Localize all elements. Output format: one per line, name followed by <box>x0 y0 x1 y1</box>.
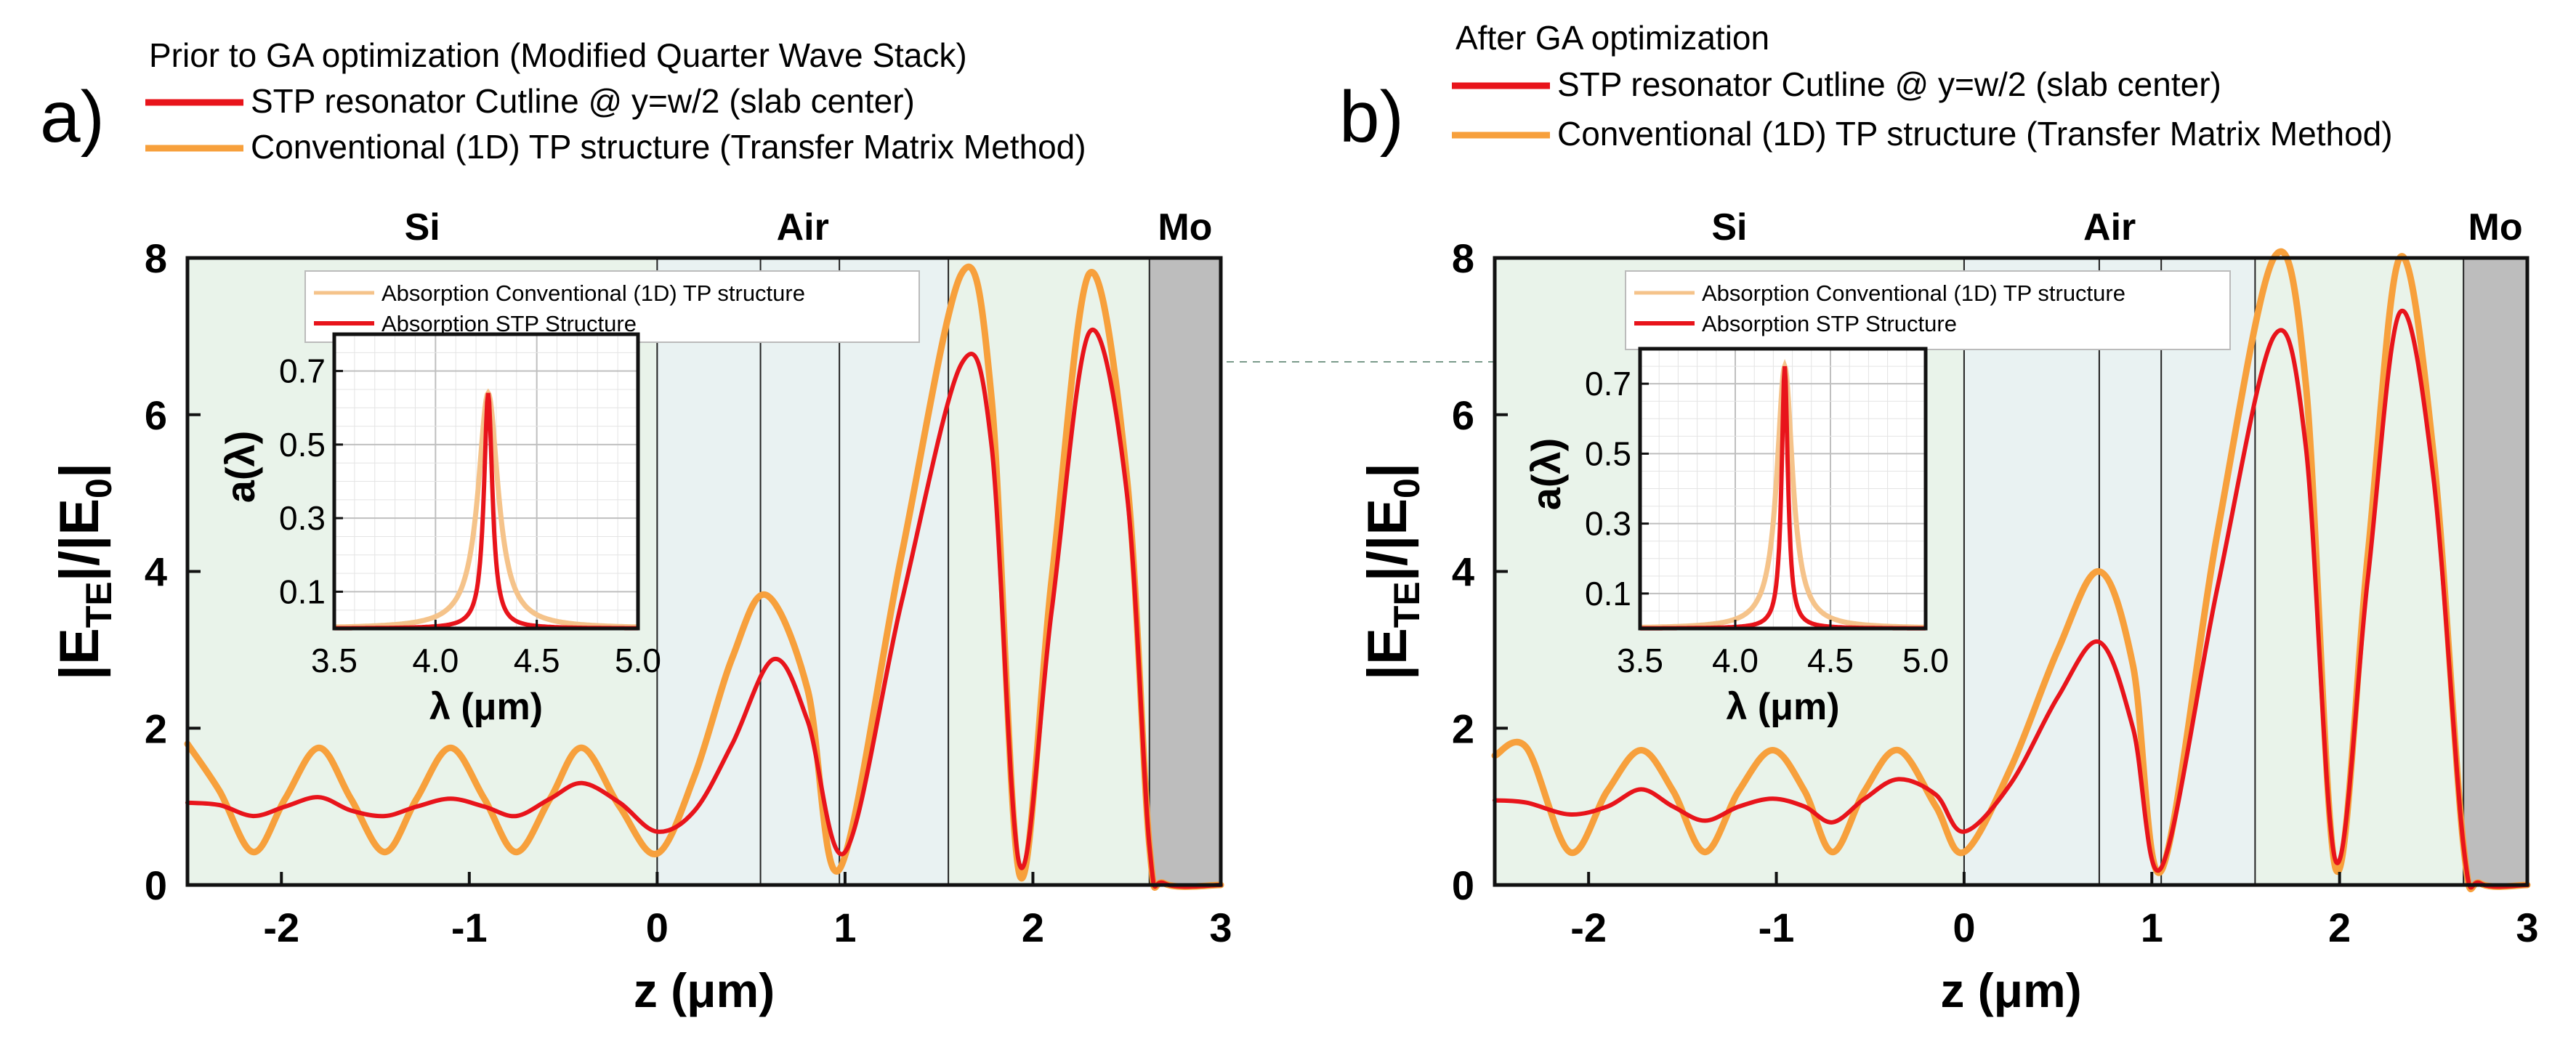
y-tick-label: 6 <box>145 392 167 438</box>
legend-entry-orange: Conventional (1D) TP structure (Transfer… <box>251 128 1086 166</box>
inset-y-tick-label: 0.1 <box>1585 575 1631 613</box>
region-mo <box>1149 258 1221 885</box>
legend-entry-red: STP resonator Cutline @ y=w/2 (slab cent… <box>251 82 915 120</box>
y-axis-label: |ETE|/|E0| <box>1357 463 1427 680</box>
inset-x-axis-label: λ (μm) <box>429 686 543 728</box>
inset-y-tick-label: 0.5 <box>1585 434 1631 472</box>
inset-y-axis-label: a(λ) <box>217 431 263 504</box>
inset-chart: Absorption Conventional (1D) TP structur… <box>1523 270 2231 728</box>
y-axis-label: |ETE|/|E0| <box>49 463 119 680</box>
region-label-mo: Mo <box>1158 206 1212 248</box>
inset-x-tick-label: 4.5 <box>1807 642 1854 679</box>
y-tick-label: 0 <box>145 862 167 908</box>
inset-x-tick-label: 4.5 <box>514 642 560 679</box>
inset-legend-entry: Absorption STP Structure <box>1702 311 1957 336</box>
y-tick-label: 4 <box>145 549 167 595</box>
inset-y-tick-label: 0.5 <box>279 426 326 464</box>
panel-label: b) <box>1339 76 1404 158</box>
inset-y-tick-label: 0.7 <box>279 352 326 390</box>
inset-y-tick-label: 0.3 <box>279 499 326 537</box>
x-tick-label: 1 <box>2141 905 2163 950</box>
x-tick-label: 1 <box>833 905 856 950</box>
x-tick-label: 3 <box>2516 905 2538 950</box>
y-tick-label: 8 <box>145 235 167 281</box>
inset-legend-entry: Absorption Conventional (1D) TP structur… <box>1702 280 2125 306</box>
y-tick-label: 2 <box>1452 706 1474 751</box>
region-mo <box>2463 258 2527 885</box>
inset-legend-entry: Absorption STP Structure <box>381 311 637 336</box>
region-label-si: Si <box>405 206 440 248</box>
series-line-red <box>185 328 1223 889</box>
x-tick-label: -2 <box>263 905 299 950</box>
inset-y-tick-label: 0.1 <box>279 573 326 610</box>
inset-legend-box <box>304 270 920 343</box>
inset-frame <box>332 332 640 631</box>
x-axis-label: z (μm) <box>634 963 775 1017</box>
x-tick-label: 0 <box>646 905 669 950</box>
inset-x-tick-label: 3.5 <box>1617 642 1663 679</box>
y-tick-label: 2 <box>145 706 167 751</box>
region-layer-2 <box>948 258 1150 885</box>
panel-a: a) Prior to GA optimization (Modified Qua… <box>40 36 1232 1017</box>
x-tick-label: 2 <box>1022 905 1044 950</box>
region-label-si: Si <box>1711 206 1747 248</box>
legend-entry-orange: Conventional (1D) TP structure (Transfer… <box>1557 115 2393 153</box>
y-tick-label: 6 <box>1452 392 1474 438</box>
inset-frame <box>1638 347 1928 631</box>
inset-legend-box <box>1625 270 2231 350</box>
inset-y-tick-label: 0.7 <box>1585 365 1631 403</box>
series-line-orange <box>184 263 1224 891</box>
inset-x-axis-label: λ (μm) <box>1726 686 1839 728</box>
region-label-air: Air <box>777 206 829 248</box>
inset-x-tick-label: 4.0 <box>1712 642 1759 679</box>
panel-b: b) After GA optimization STP resonator Cut… <box>1339 19 2539 1017</box>
legend-entry-red: STP resonator Cutline @ y=w/2 (slab cent… <box>1557 65 2221 103</box>
inset-y-tick-label: 0.3 <box>1585 505 1631 543</box>
x-tick-label: 0 <box>1953 905 1975 950</box>
x-axis-label: z (μm) <box>1940 963 2081 1017</box>
inset-legend-entry: Absorption Conventional (1D) TP structur… <box>381 280 805 306</box>
x-tick-label: 2 <box>2328 905 2351 950</box>
inset-chart: Absorption Conventional (1D) TP structur… <box>217 270 920 728</box>
panel-header: Prior to GA optimization (Modified Quart… <box>149 36 967 74</box>
panel-label: a) <box>40 76 105 158</box>
region-layer-2 <box>2255 258 2464 885</box>
y-tick-label: 0 <box>1452 862 1474 908</box>
x-tick-label: -1 <box>451 905 488 950</box>
inset-x-tick-label: 5.0 <box>615 642 661 679</box>
inset-x-tick-label: 4.0 <box>412 642 459 679</box>
x-tick-label: 3 <box>1209 905 1232 950</box>
series-line-red <box>1493 308 2529 890</box>
y-tick-label: 8 <box>1452 235 1474 281</box>
inset-y-axis-label: a(λ) <box>1523 438 1569 511</box>
panel-header: After GA optimization <box>1455 19 1769 57</box>
region-label-mo: Mo <box>2468 206 2523 248</box>
inset-x-tick-label: 3.5 <box>311 642 358 679</box>
x-tick-label: -1 <box>1759 905 1795 950</box>
region-air <box>657 258 949 885</box>
y-tick-label: 4 <box>1452 549 1474 595</box>
x-tick-label: -2 <box>1570 905 1607 950</box>
series-line-orange <box>1491 248 2531 893</box>
inset-x-tick-label: 5.0 <box>1902 642 1949 679</box>
region-label-air: Air <box>2083 206 2136 248</box>
